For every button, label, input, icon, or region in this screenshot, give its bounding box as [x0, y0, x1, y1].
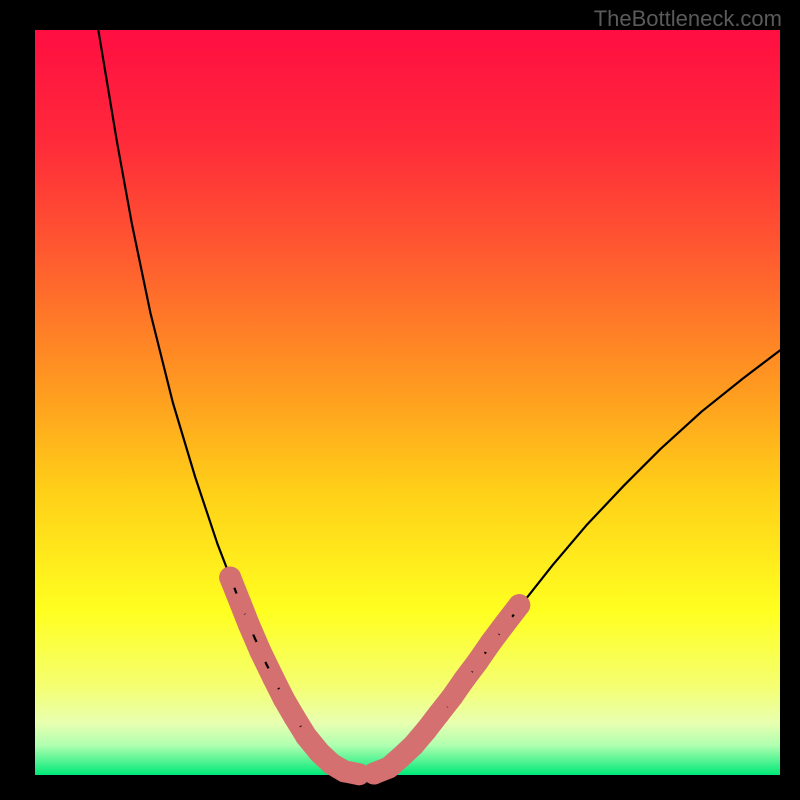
highlight-marker — [480, 631, 502, 653]
highlight-marker — [453, 669, 475, 691]
highlight-marker — [230, 593, 252, 615]
highlight-marker — [219, 567, 241, 589]
highlight-marker — [250, 641, 272, 663]
plot-area — [35, 30, 780, 775]
chart-svg — [35, 30, 780, 775]
highlight-marker — [467, 651, 489, 673]
highlight-marker — [283, 706, 305, 728]
markers-left — [219, 567, 370, 786]
bottleneck-curve — [98, 30, 780, 775]
highlight-marker — [238, 614, 260, 636]
highlight-marker — [493, 614, 515, 636]
highlight-marker — [508, 594, 530, 616]
highlight-marker — [262, 667, 284, 689]
highlight-marker — [428, 703, 450, 725]
watermark: TheBottleneck.com — [594, 6, 782, 32]
